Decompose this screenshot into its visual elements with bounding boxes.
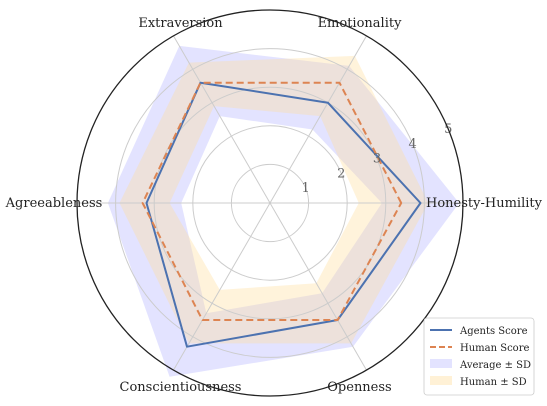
tick-label-4: 4 xyxy=(408,137,416,152)
axis-label-emotionality: Emotionality xyxy=(318,16,403,31)
legend-entry-average-sd: Average ± SD xyxy=(430,359,531,371)
band-average-sd xyxy=(107,45,460,377)
radar-grid xyxy=(77,35,463,371)
axis-label-agreeableness: Agreeableness xyxy=(5,196,103,211)
legend-entry-human-sd: Human ± SD xyxy=(430,376,527,388)
legend-label-average-sd: Average ± SD xyxy=(459,360,531,371)
legend: Agents Score Human Score Average ± SD Hu… xyxy=(423,317,535,396)
legend-entry-agents-score: Agents Score xyxy=(430,326,528,337)
legend-box xyxy=(423,317,535,396)
outer-frame xyxy=(76,9,464,397)
grid-spoke-openness xyxy=(269,202,367,371)
legend-label-agents-score: Agents Score xyxy=(459,326,528,337)
tick-label-2: 2 xyxy=(337,167,345,182)
legend-swatch-human-sd xyxy=(430,376,452,385)
grid-spoke-conscientiousness xyxy=(173,202,271,371)
tick-label-3: 3 xyxy=(373,152,381,167)
axis-label-honesty-humility: Honesty-Humility xyxy=(426,196,543,211)
tick-label-1: 1 xyxy=(302,181,310,196)
legend-label-human-score: Human Score xyxy=(460,343,529,354)
score-series xyxy=(141,81,422,348)
grid-spoke-extraversion xyxy=(173,35,271,204)
axis-labels: Honesty-Humility Emotionality Extraversion… xyxy=(5,16,543,395)
axis-label-openness: Openness xyxy=(327,380,391,395)
axis-label-extraversion: Extraversion xyxy=(138,16,223,31)
legend-swatch-average-sd xyxy=(430,359,452,368)
grid-spoke-emotionality xyxy=(269,35,367,204)
series-line-human-score xyxy=(141,81,403,321)
legend-label-human-sd: Human ± SD xyxy=(460,377,527,388)
axis-label-conscientiousness: Conscientiousness xyxy=(120,380,242,395)
legend-entry-human-score: Human Score xyxy=(430,343,529,354)
